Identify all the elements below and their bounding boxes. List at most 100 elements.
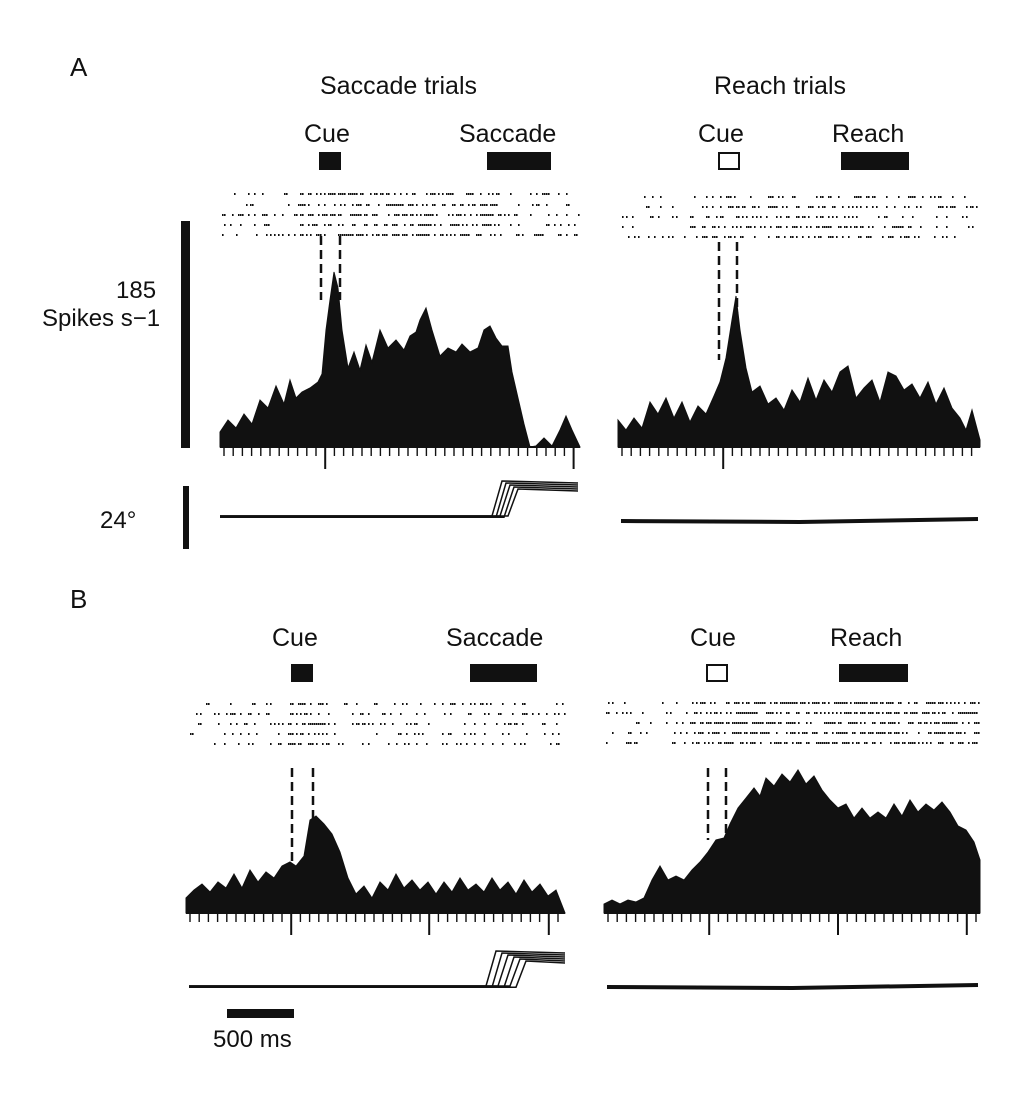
- spike-tick: [574, 234, 576, 236]
- spike-tick: [952, 712, 954, 714]
- spike-tick: [680, 732, 682, 734]
- spike-tick: [366, 224, 368, 226]
- raster-row: [646, 206, 978, 208]
- spike-tick: [794, 732, 796, 734]
- spike-tick: [830, 226, 832, 228]
- spike-tick: [740, 742, 742, 744]
- spike-tick: [286, 193, 288, 195]
- spike-tick: [398, 204, 400, 206]
- spike-tick: [322, 733, 324, 735]
- spike-tick: [396, 743, 398, 745]
- spike-tick: [440, 224, 442, 226]
- cue-epoch-bar: [718, 152, 740, 170]
- spike-tick: [280, 743, 282, 745]
- spike-tick: [798, 742, 800, 744]
- spike-tick: [650, 216, 652, 218]
- eye-position-traces: [606, 983, 979, 991]
- spike-tick: [702, 226, 704, 228]
- spike-tick: [868, 226, 870, 228]
- spike-tick: [442, 193, 444, 195]
- spike-tick: [344, 703, 346, 705]
- spike-tick: [292, 703, 294, 705]
- spike-tick: [442, 743, 444, 745]
- spike-tick: [876, 712, 878, 714]
- spike-tick: [376, 214, 378, 216]
- spike-tick: [694, 226, 696, 228]
- spike-tick: [630, 732, 632, 734]
- spike-tick: [854, 722, 856, 724]
- spike-tick: [320, 723, 322, 725]
- spike-tick: [906, 712, 908, 714]
- spike-tick: [732, 226, 734, 228]
- spike-tick: [824, 712, 826, 714]
- spike-tick: [318, 713, 320, 715]
- spike-tick: [796, 742, 798, 744]
- spike-tick: [548, 193, 550, 195]
- panel-a-reach-cue-label: Cue: [698, 120, 744, 148]
- spike-tick: [796, 702, 798, 704]
- spike-tick: [558, 193, 560, 195]
- spike-tick: [778, 196, 780, 198]
- spike-tick: [966, 206, 968, 208]
- spike-tick: [808, 702, 810, 704]
- spike-tick: [340, 204, 342, 206]
- spike-tick: [716, 712, 718, 714]
- spike-tick: [896, 732, 898, 734]
- spike-tick: [234, 713, 236, 715]
- spike-tick: [434, 703, 436, 705]
- spike-tick: [410, 224, 412, 226]
- spike-tick: [816, 216, 818, 218]
- spike-tick: [820, 216, 822, 218]
- spike-tick: [294, 234, 296, 236]
- spike-tick: [318, 204, 320, 206]
- spike-tick: [676, 216, 678, 218]
- spike-tick: [872, 702, 874, 704]
- spike-tick: [466, 224, 468, 226]
- spike-tick: [240, 713, 242, 715]
- spike-tick: [288, 733, 290, 735]
- spike-tick: [240, 214, 242, 216]
- spike-tick: [926, 712, 928, 714]
- spike-tick: [214, 743, 216, 745]
- spike-tick: [530, 193, 532, 195]
- spike-tick: [908, 196, 910, 198]
- spike-tick: [452, 224, 454, 226]
- spike-tick: [898, 196, 900, 198]
- spike-tick: [344, 234, 346, 236]
- spike-tick: [538, 234, 540, 236]
- spike-tick: [366, 214, 368, 216]
- spike-tick: [958, 712, 960, 714]
- spike-tick: [818, 742, 820, 744]
- spike-tick: [802, 236, 804, 238]
- spike-tick: [918, 732, 920, 734]
- spike-tick: [472, 204, 474, 206]
- spike-tick: [468, 193, 470, 195]
- spike-tick: [870, 236, 872, 238]
- spike-tick: [296, 713, 298, 715]
- spike-tick: [724, 226, 726, 228]
- spike-tick: [752, 722, 754, 724]
- spike-tick: [464, 733, 466, 735]
- spike-tick: [346, 703, 348, 705]
- spike-tick: [736, 732, 738, 734]
- spike-tick: [422, 224, 424, 226]
- spike-tick: [724, 732, 726, 734]
- spike-tick: [630, 712, 632, 714]
- spike-tick: [930, 722, 932, 724]
- spike-tick: [744, 732, 746, 734]
- spike-tick: [464, 723, 466, 725]
- spike-tick: [240, 224, 242, 226]
- spike-tick: [606, 742, 608, 744]
- spike-tick: [402, 703, 404, 705]
- spike-tick: [500, 214, 502, 216]
- spike-tick: [890, 236, 892, 238]
- spike-tick: [930, 732, 932, 734]
- spike-tick: [964, 702, 966, 704]
- spike-tick: [724, 742, 726, 744]
- spike-tick: [930, 196, 932, 198]
- spike-tick: [814, 702, 816, 704]
- spike-tick: [230, 723, 232, 725]
- spike-tick: [368, 743, 370, 745]
- spike-tick: [882, 702, 884, 704]
